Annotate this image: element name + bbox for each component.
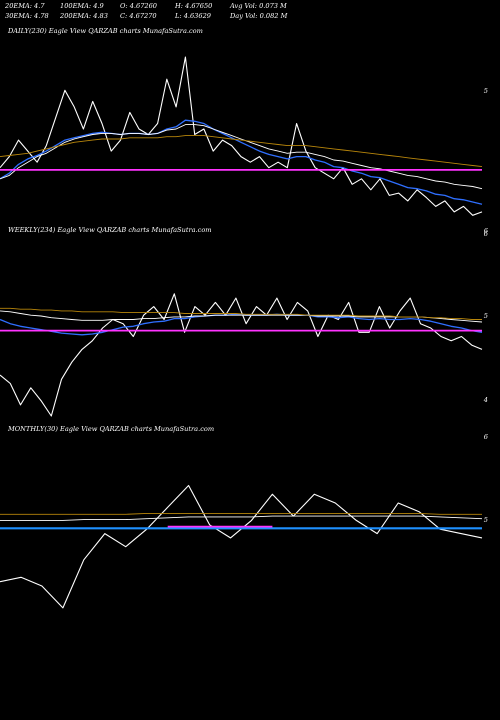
series-price-line [0,56,483,216]
monthly-title: MONTHLY(30) Eagle View QARZAB charts Mun… [8,425,215,433]
close-stat: C: 4.67270 [120,12,157,20]
low-stat: L: 4.63629 [175,12,211,20]
series-ema-long-line [0,135,483,168]
monthly-tick-6: 6 [483,433,488,441]
series-price-line [0,484,483,609]
series-ema-mid-line [0,124,483,190]
daily-plot [0,56,483,216]
weekly-tick-4: 4 [483,396,488,404]
weekly-plot [0,293,483,417]
daily-tick-5: 5 [483,87,488,95]
series-ema-short-line [0,313,483,336]
monthly-tick-5: 5 [483,516,488,524]
high-stat: H: 4.67650 [175,2,213,10]
weekly-title: WEEKLY(234) Eagle View QARZAB charts Mun… [8,226,212,234]
series-ema-long-line [0,512,482,515]
series-price-line [0,293,483,417]
ema100-stat: 100EMA: 4.9 [60,2,104,10]
weekly-tick-5: 5 [483,312,488,320]
daily-title: DAILY(230) Eagle View QARZAB charts Muna… [8,27,203,35]
weekly-tick-6: 6 [483,230,488,238]
avg-vol-stat: Avg Vol: 0.073 M [230,2,287,10]
series-ema-short-line [0,119,483,205]
monthly-panel: MONTHLY(30) Eagle View QARZAB charts Mun… [0,425,500,625]
ema200-stat: 200EMA: 4.83 [60,12,108,20]
open-stat: O: 4.67260 [120,2,157,10]
daily-tick-6: 6 [483,227,488,235]
weekly-panel: WEEKLY(234) Eagle View QARZAB charts Mun… [0,226,500,426]
daily-panel: DAILY(230) Eagle View QARZAB charts Muna… [0,27,500,235]
ema20-stat: 20EMA: 4.7 [5,2,45,10]
series-ema-mid-line [0,515,483,521]
ema30-stat: 30EMA: 4.78 [5,12,49,20]
day-vol-stat: Day Vol: 0.082 M [230,12,288,20]
monthly-plot [0,484,483,609]
stats-header: 20EMA: 4.7 30EMA: 4.78 100EMA: 4.9 200EM… [5,2,495,24]
series-ema-long-line [0,307,482,320]
